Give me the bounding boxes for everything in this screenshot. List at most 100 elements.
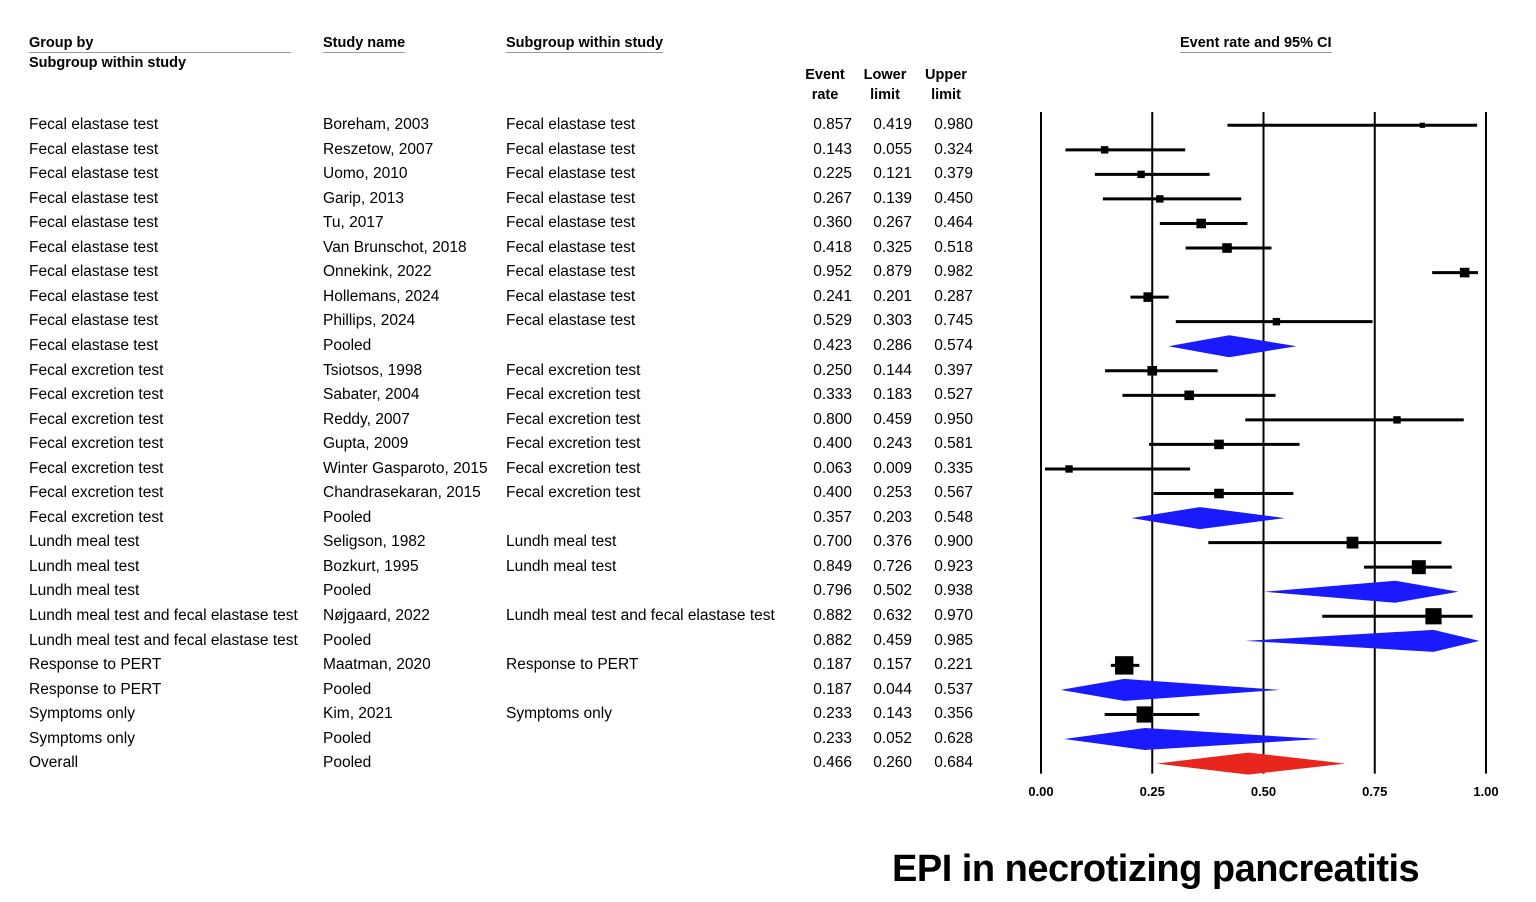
cell-study: Reddy, 2007 (323, 410, 410, 428)
cell-group: Fecal excretion test (29, 459, 164, 477)
cell-subgroup: Fecal elastase test (506, 214, 636, 232)
table-row: Fecal elastase test Hollemans, 2024 Fecal … (0, 285, 1000, 309)
cell-upper-limit: 0.464 (934, 214, 973, 232)
cell-study: Van Brunschot, 2018 (323, 238, 467, 256)
cell-event-rate: 0.952 (813, 263, 852, 281)
cell-event-rate: 0.466 (813, 754, 852, 772)
study-point (1459, 267, 1470, 278)
cell-upper-limit: 0.970 (934, 607, 973, 624)
study-point (1115, 656, 1134, 675)
cell-event-rate: 0.400 (813, 435, 852, 453)
cell-event-rate: 0.143 (813, 140, 852, 158)
cell-lower-limit: 0.253 (873, 484, 912, 502)
cell-upper-limit: 0.450 (934, 189, 973, 207)
table-row: Fecal elastase test Garip, 2013 Fecal elas… (0, 187, 1000, 211)
cell-upper-limit: 0.950 (934, 410, 973, 428)
table-row: Response to PERT Maatman, 2020 Response to… (0, 653, 1000, 677)
cell-group: Overall (29, 754, 79, 772)
cell-group: Fecal elastase test (29, 312, 159, 330)
table-row: Fecal excretion test Pooled 0.357 0.203 0.54… (0, 506, 1000, 530)
cell-group: Fecal elastase test (29, 189, 159, 207)
cell-study: Pooled (323, 336, 372, 354)
cell-lower-limit: 0.157 (873, 656, 912, 674)
cell-event-rate: 0.529 (813, 312, 852, 330)
table-row: Symptoms only Pooled 0.233 0.052 0.628 (0, 727, 1000, 751)
cell-lower-limit: 0.376 (873, 533, 912, 551)
study-point (1272, 317, 1281, 326)
study-point (1419, 122, 1425, 128)
table-row: Lundh meal test and fecal elastase test P… (0, 629, 1000, 653)
header-upper-limit: Upper limit (918, 65, 974, 105)
cell-event-rate: 0.233 (813, 705, 852, 723)
cell-upper-limit: 0.518 (934, 238, 973, 256)
study-point (1147, 365, 1158, 376)
cell-upper-limit: 0.287 (934, 287, 973, 305)
cell-upper-limit: 0.221 (934, 656, 973, 674)
cell-subgroup: Fecal excretion test (506, 484, 641, 502)
cell-study: Pooled (323, 582, 372, 600)
header-group-by-subgroup: Subgroup within study (29, 55, 187, 71)
pooled-diamond (1131, 507, 1285, 530)
cell-group: Symptoms only (29, 705, 135, 723)
cell-event-rate: 0.400 (813, 484, 852, 502)
cell-upper-limit: 0.985 (934, 631, 973, 649)
table-row: Fecal excretion test Gupta, 2009 Fecal exc… (0, 432, 1000, 456)
forest-plot: 0.00 0.25 0.50 0.75 1.00 (1028, 112, 1499, 799)
cell-subgroup: Fecal elastase test (506, 287, 636, 305)
cell-lower-limit: 0.632 (873, 607, 912, 624)
cell-lower-limit: 0.260 (873, 754, 912, 772)
cell-group: Symptoms only (29, 729, 135, 747)
cell-lower-limit: 0.009 (873, 459, 912, 477)
cell-upper-limit: 0.397 (934, 361, 973, 379)
cell-subgroup: Fecal elastase test (506, 165, 636, 183)
cell-upper-limit: 0.900 (934, 533, 973, 551)
header-event-rate-line2: rate (811, 87, 839, 103)
pooled-diamond (1060, 678, 1280, 701)
table-row: Fecal elastase test Boreham, 2003 Fecal el… (0, 113, 1000, 137)
cell-lower-limit: 0.144 (873, 361, 912, 379)
cell-study: Bozkurt, 1995 (323, 557, 419, 575)
cell-event-rate: 0.882 (813, 607, 852, 624)
table-row: Fecal elastase test Phillips, 2024 Fecal e… (0, 309, 1000, 333)
overall-diamond (1156, 752, 1346, 775)
cell-group: Fecal elastase test (29, 263, 159, 281)
cell-event-rate: 0.187 (813, 656, 852, 674)
cell-group: Fecal elastase test (29, 287, 159, 305)
cell-group: Fecal excretion test (29, 410, 164, 428)
cell-subgroup: Lundh meal test (506, 557, 617, 575)
header-upper-line1: Upper (925, 67, 967, 83)
cell-event-rate: 0.187 (813, 680, 852, 698)
cell-lower-limit: 0.459 (873, 410, 912, 428)
cell-lower-limit: 0.267 (873, 214, 912, 232)
cell-subgroup: Fecal elastase test (506, 312, 636, 330)
header-event-rate-line1: Event (805, 67, 845, 83)
study-point (1425, 608, 1442, 625)
cell-study: Uomo, 2010 (323, 165, 408, 183)
cell-group: Fecal excretion test (29, 484, 164, 502)
cell-event-rate: 0.225 (813, 165, 852, 183)
cell-group: Fecal elastase test (29, 336, 159, 354)
cell-lower-limit: 0.139 (873, 189, 912, 207)
cell-event-rate: 0.882 (813, 631, 852, 649)
table-row: Fecal elastase test Pooled 0.423 0.286 0.574 (0, 334, 1000, 358)
cell-study: Pooled (323, 680, 372, 698)
header-upper-line2: limit (931, 87, 961, 103)
cell-lower-limit: 0.459 (873, 631, 912, 649)
cell-group: Fecal elastase test (29, 165, 159, 183)
cell-event-rate: 0.063 (813, 459, 852, 477)
table-row: Fecal elastase test Van Brunschot, 2018 Fe… (0, 236, 1000, 260)
cell-subgroup: Fecal elastase test (506, 238, 636, 256)
cell-study: Chandrasekaran, 2015 (323, 484, 481, 502)
cell-group: Lundh meal test (29, 557, 140, 575)
x-tick-label: 0.50 (1251, 784, 1276, 799)
cell-lower-limit: 0.325 (873, 238, 912, 256)
cell-event-rate: 0.857 (813, 116, 852, 133)
cell-group: Fecal elastase test (29, 238, 159, 256)
cell-lower-limit: 0.055 (873, 140, 912, 158)
cell-subgroup: Lundh meal test (506, 533, 617, 551)
x-tick-label: 0.75 (1362, 784, 1387, 799)
cell-subgroup: Fecal excretion test (506, 435, 641, 453)
cell-group: Fecal excretion test (29, 361, 164, 379)
forest-table: Fecal elastase test Boreham, 2003 Fecal el… (0, 113, 1000, 772)
cell-study: Pooled (323, 754, 372, 772)
